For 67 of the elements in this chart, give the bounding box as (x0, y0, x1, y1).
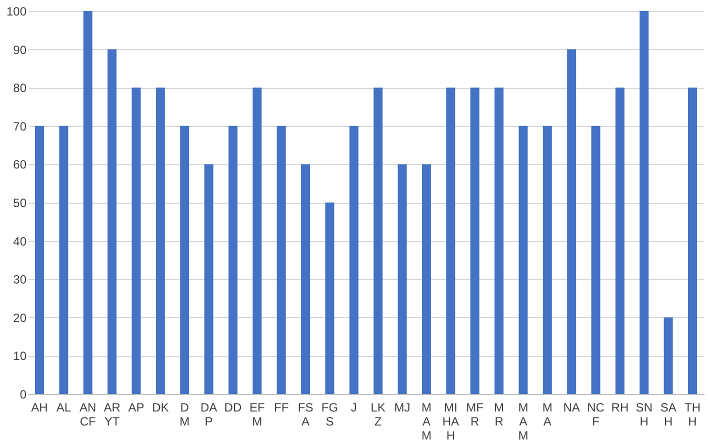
x-tick-label: NA (563, 400, 580, 414)
y-tick-label: 80 (13, 81, 27, 96)
bar (276, 126, 286, 394)
bar (494, 88, 504, 394)
bar (156, 88, 165, 394)
x-tick-label: D M (180, 400, 190, 428)
bar (132, 88, 141, 394)
x-tick-label: NC F (587, 400, 605, 428)
bar (204, 164, 214, 394)
x-tick-label: AH (31, 400, 48, 414)
bar (180, 126, 190, 394)
x-tick-label: SN H (636, 400, 652, 428)
bar (349, 126, 358, 394)
bar (108, 49, 117, 394)
bar (83, 11, 92, 394)
bar (422, 164, 431, 394)
bar (301, 164, 310, 394)
x-tick-label: M A M (518, 400, 528, 442)
x-tick-label: M A (542, 400, 552, 428)
bar (591, 126, 600, 394)
x-tick-label: RH (611, 400, 629, 414)
x-tick-label: M A M (421, 400, 432, 442)
x-tick-label: EF M (249, 400, 265, 428)
x-tick-label: M R (494, 400, 504, 428)
y-tick-label: 20 (13, 310, 27, 325)
x-tick-label: J (350, 400, 357, 414)
x-tick-label: FS A (298, 400, 314, 428)
bar (228, 126, 238, 394)
y-tick-label: 60 (13, 158, 27, 172)
x-tick-label: DA P (200, 400, 218, 428)
x-tick-label: AR YT (104, 400, 121, 428)
bar (470, 88, 480, 394)
bar (664, 317, 673, 394)
bar (374, 88, 383, 394)
y-tick-label: 100 (6, 4, 27, 18)
bar (567, 49, 576, 394)
x-tick-label: AL (56, 400, 72, 414)
bar (34, 126, 44, 394)
y-tick-label: 30 (13, 272, 27, 287)
bar (446, 88, 456, 394)
x-tick-label: SA H (660, 400, 676, 428)
x-tick-label: DD (224, 400, 242, 414)
y-tick-label: 0 (20, 388, 27, 402)
bar (398, 164, 407, 394)
x-tick-label: AP (128, 400, 144, 414)
bar (615, 88, 624, 394)
x-tick-label: FG S (321, 400, 338, 428)
x-tick-label: DK (152, 400, 169, 414)
bar (325, 202, 334, 394)
x-tick-label: MI HA H (442, 400, 459, 442)
y-tick-label: 40 (13, 234, 27, 248)
x-tick-label: MJ (394, 400, 410, 414)
x-tick-label: LK Z (370, 400, 386, 428)
x-tick-label: FF (274, 400, 289, 414)
bar (252, 88, 262, 394)
bar (518, 126, 528, 394)
x-tick-label: MF R (466, 400, 484, 428)
x-tick-label: TH H (684, 400, 701, 428)
y-tick-label: 50 (13, 196, 27, 210)
bar (640, 11, 649, 394)
y-tick-label: 90 (13, 42, 27, 57)
bar (59, 126, 68, 394)
bar (542, 126, 552, 394)
bar (688, 88, 698, 394)
y-tick-label: 10 (13, 349, 27, 364)
y-tick-label: 70 (13, 119, 27, 134)
x-tick-label: AN CF (80, 400, 96, 428)
